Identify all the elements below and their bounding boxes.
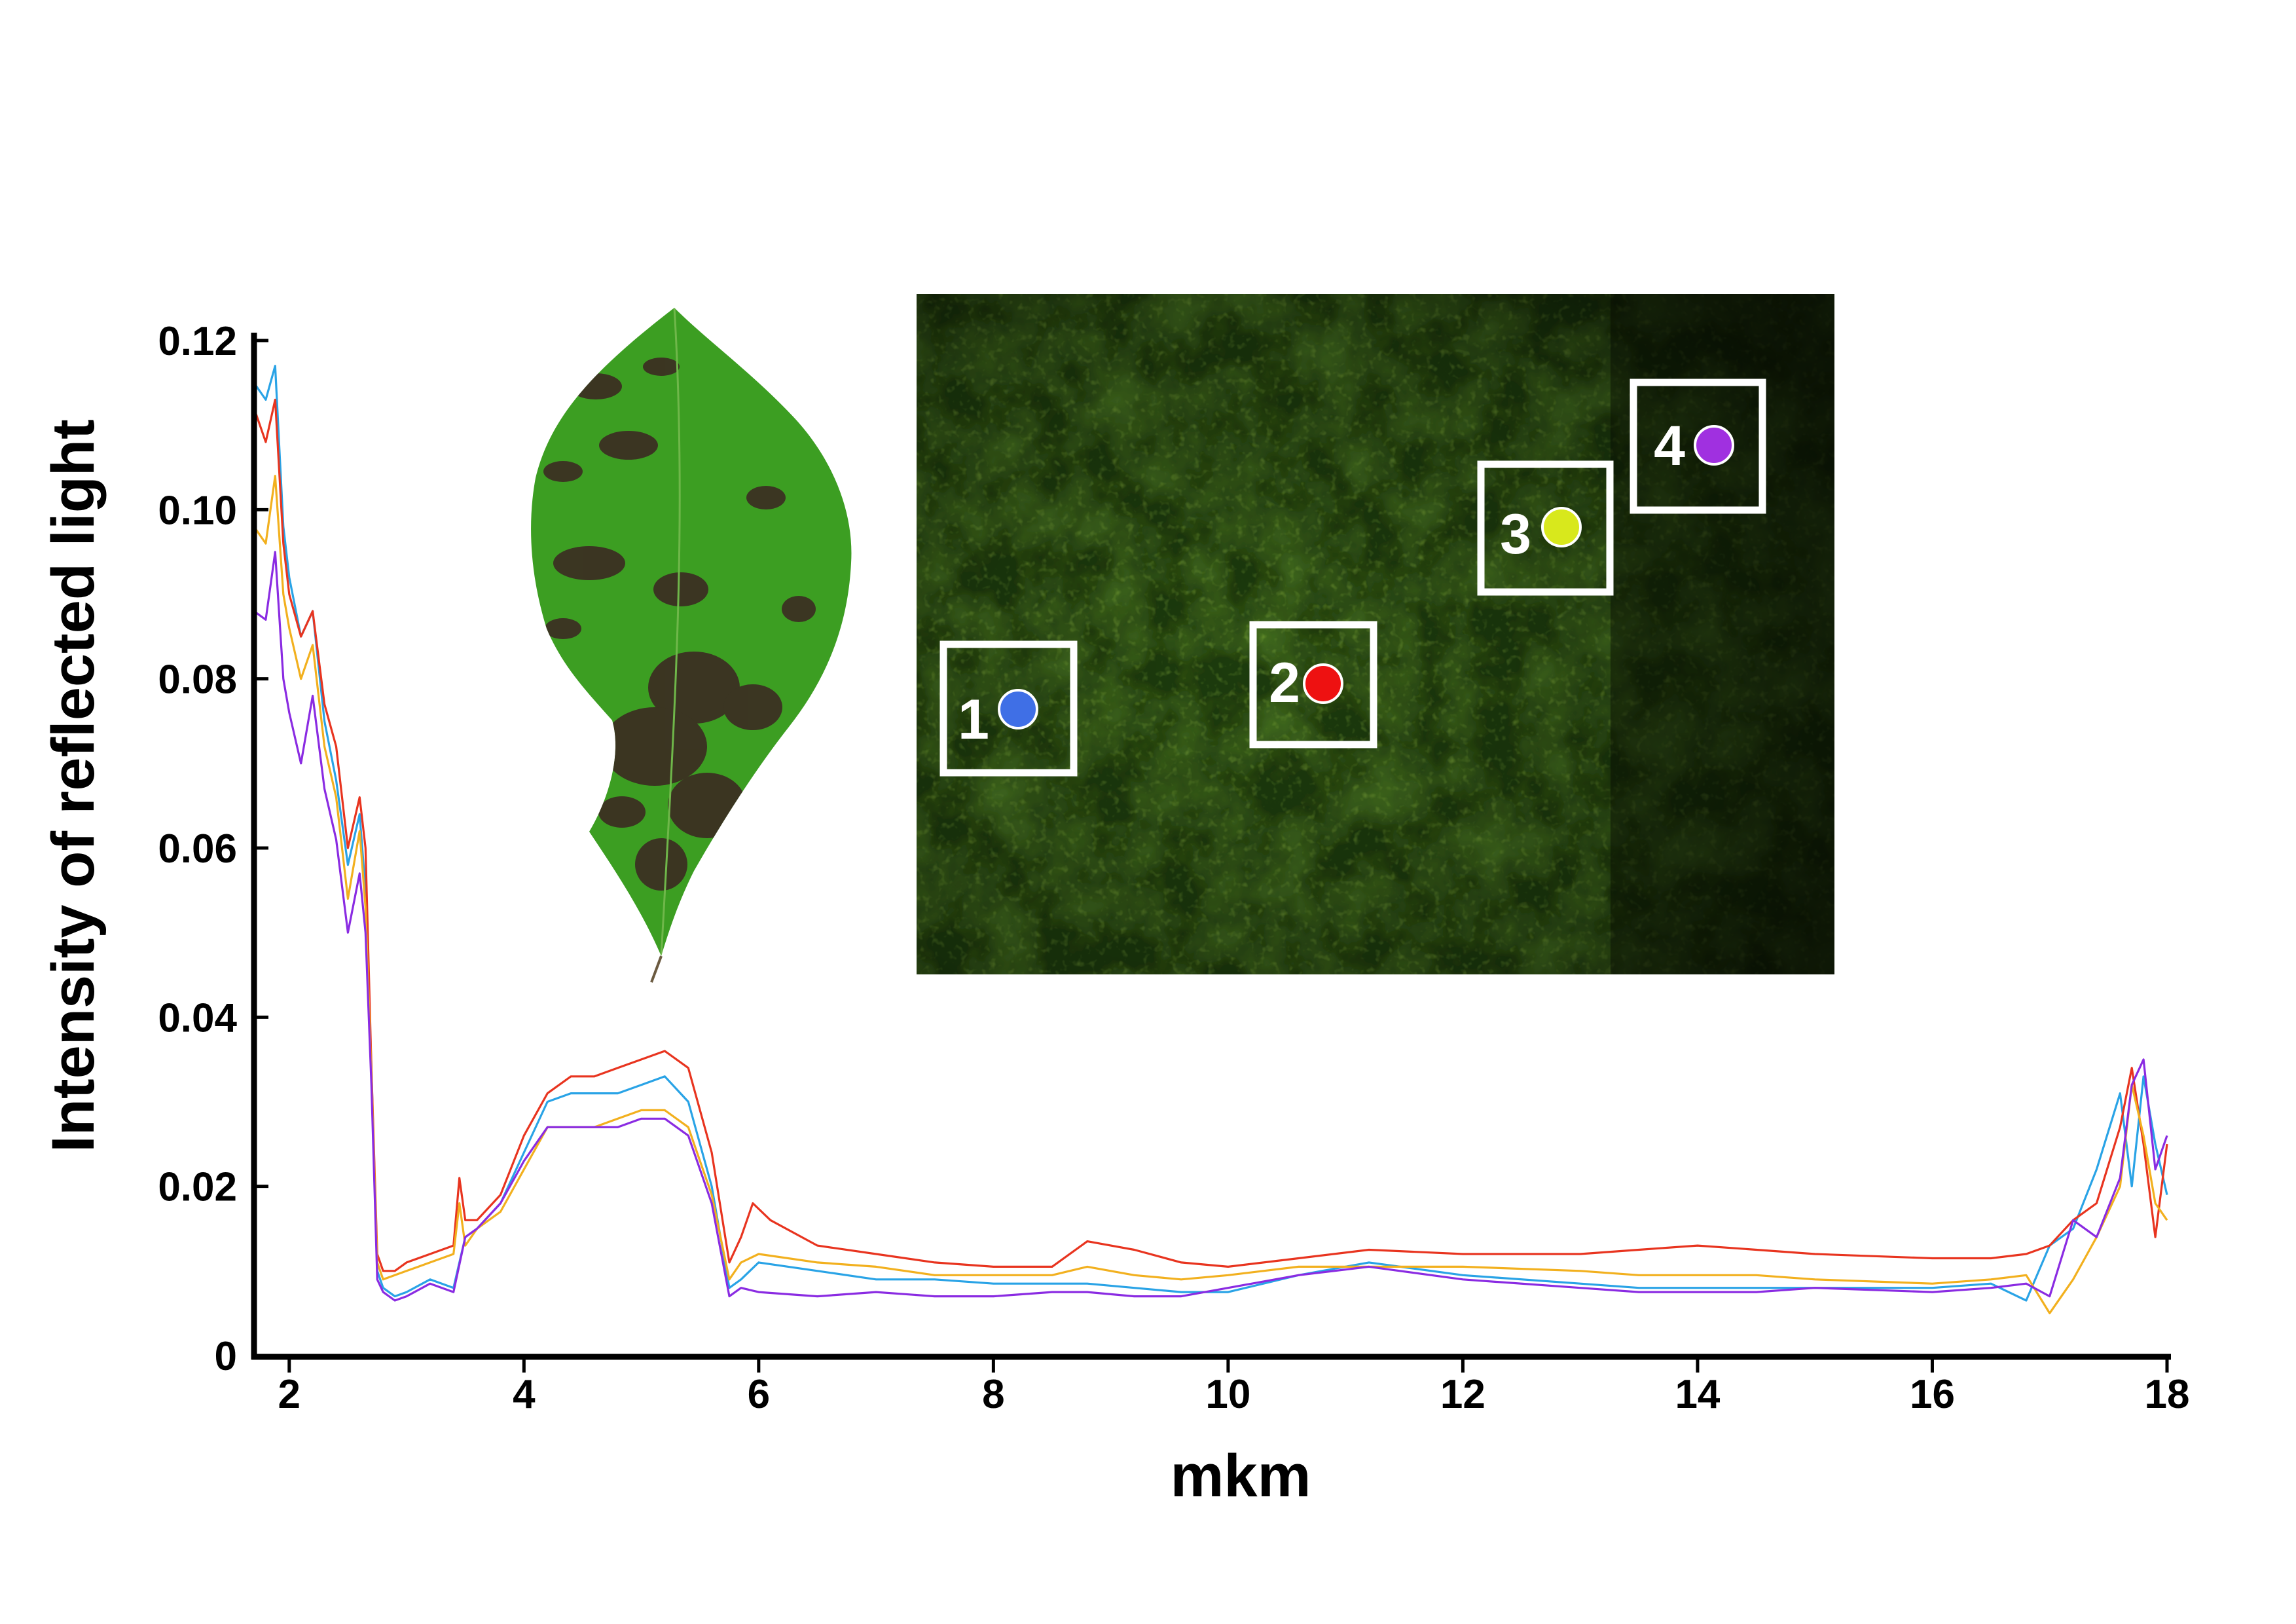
x-tick-label: 2 bbox=[278, 1372, 301, 1417]
y-axis-ticks: 0 0.02 0.04 0.06 0.08 0.10 0.12 bbox=[158, 319, 268, 1379]
marker-frame bbox=[1249, 621, 1377, 748]
y-tick-label: 0.02 bbox=[158, 1165, 237, 1210]
x-axis-ticks: 2 4 6 8 10 12 14 16 18 bbox=[278, 1357, 2190, 1417]
series-line-2 bbox=[253, 398, 2168, 1272]
inset-marker-3: 3 bbox=[1477, 460, 1614, 596]
marker-frame bbox=[1630, 378, 1766, 514]
series-lines bbox=[253, 365, 2168, 1315]
inset-marker-2: 2 bbox=[1249, 621, 1377, 748]
x-tick-label: 8 bbox=[982, 1372, 1004, 1417]
y-tick-label: 0.06 bbox=[158, 826, 237, 872]
marker-dot bbox=[998, 689, 1038, 729]
marker-number: 1 bbox=[958, 688, 989, 751]
leaf-photo bbox=[531, 308, 852, 983]
y-tick-label: 0.12 bbox=[158, 319, 237, 364]
marker-dot bbox=[1541, 507, 1582, 547]
inset-marker-4: 4 bbox=[1630, 378, 1766, 514]
y-tick-label: 0 bbox=[215, 1334, 237, 1379]
y-tick-label: 0.08 bbox=[158, 657, 237, 703]
y-axis-title: Intensity of reflected light bbox=[40, 419, 107, 1152]
x-tick-label: 18 bbox=[2145, 1372, 2190, 1417]
x-tick-label: 14 bbox=[1675, 1372, 1720, 1417]
marker-number: 4 bbox=[1654, 415, 1685, 477]
series-line-4 bbox=[253, 551, 2168, 1302]
inset-markers: 1 2 3 4 bbox=[939, 378, 1766, 777]
x-tick-label: 16 bbox=[1910, 1372, 1955, 1417]
marker-frame bbox=[1477, 460, 1614, 596]
inset-marker-1: 1 bbox=[939, 640, 1078, 777]
marker-frame bbox=[939, 640, 1078, 777]
y-tick-label: 0.04 bbox=[158, 995, 237, 1041]
plot-area: 00.020.040.060.080.100.12 2 4 6 8 10 12 14 16 18… bbox=[40, 319, 2189, 1509]
y-tick-label: 0.10 bbox=[158, 488, 237, 533]
x-axis-title: mkm bbox=[1171, 1443, 1311, 1509]
marker-number: 3 bbox=[1500, 503, 1531, 566]
series-line-3 bbox=[253, 475, 2168, 1315]
marker-dot bbox=[1303, 663, 1343, 704]
x-tick-label: 10 bbox=[1205, 1372, 1250, 1417]
x-tick-label: 4 bbox=[513, 1372, 536, 1417]
x-tick-label: 12 bbox=[1440, 1372, 1485, 1417]
x-tick-label: 6 bbox=[748, 1372, 770, 1417]
leaf-microscopy-inset bbox=[917, 294, 1834, 974]
marker-dot bbox=[1694, 425, 1734, 466]
marker-number: 2 bbox=[1269, 652, 1300, 714]
